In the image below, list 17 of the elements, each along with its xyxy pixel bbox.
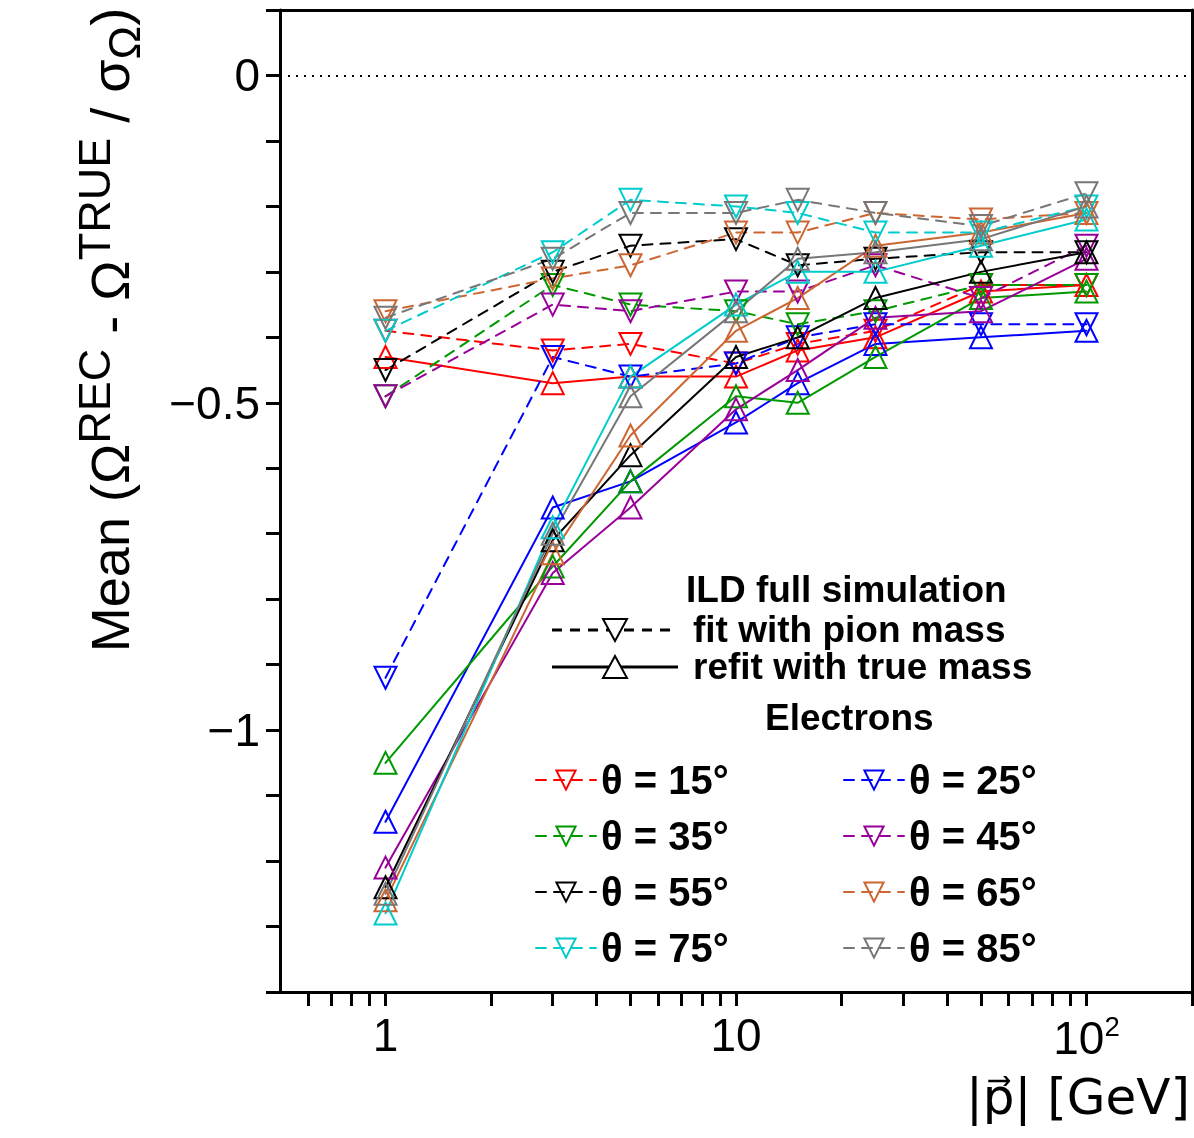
legend-label: θ = 75°: [601, 926, 729, 970]
annotation: fit with pion mass: [693, 609, 1006, 650]
legend-title: Electrons: [765, 697, 934, 738]
legend-label: θ = 15°: [601, 758, 729, 802]
y-tick-label: 0: [234, 49, 260, 102]
legend-label: θ = 85°: [909, 926, 1037, 970]
y-tick-label: −0.5: [169, 376, 260, 429]
legend-label: θ = 25°: [909, 758, 1037, 802]
y-tick-label: −1: [207, 704, 260, 757]
legend-label: θ = 35°: [601, 814, 729, 858]
legend-label: θ = 65°: [909, 870, 1037, 914]
x-tick-label: 10: [710, 1009, 762, 1061]
x-axis-title: |p⃗| [GeV]: [965, 1068, 1190, 1126]
legend-label: θ = 45°: [909, 814, 1037, 858]
x-tick-label: 1: [372, 1009, 399, 1061]
annotation: ILD full simulation: [686, 569, 1007, 610]
legend-label: θ = 55°: [601, 870, 729, 914]
